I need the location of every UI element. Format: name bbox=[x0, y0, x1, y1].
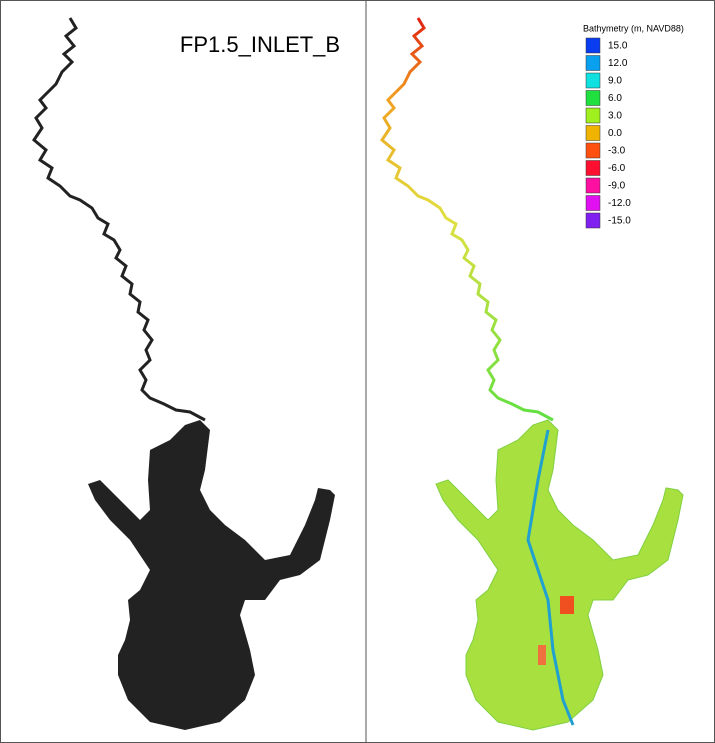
legend-label: 9.0 bbox=[608, 76, 622, 87]
legend-label: 12.0 bbox=[608, 58, 628, 69]
mesh-map bbox=[34, 18, 335, 730]
map-figure: FP1.5_INLET_B Bathymetry (m, NAVD88) 15.… bbox=[0, 0, 715, 743]
legend-swatch bbox=[586, 196, 600, 211]
figure: FP1.5_INLET_B Bathymetry (m, NAVD88) 15.… bbox=[0, 0, 715, 743]
legend-swatch bbox=[586, 161, 600, 176]
legend-swatch bbox=[586, 126, 600, 141]
legend-label: 15.0 bbox=[608, 41, 628, 52]
legend-label: -12.0 bbox=[608, 198, 631, 209]
legend-swatch bbox=[586, 178, 600, 193]
legend-swatch bbox=[586, 56, 600, 71]
legend-swatch bbox=[586, 73, 600, 88]
legend-label: -9.0 bbox=[608, 181, 626, 192]
legend-title: Bathymetry (m, NAVD88) bbox=[583, 23, 684, 33]
legend-label: -15.0 bbox=[608, 216, 631, 227]
legend-label: 0.0 bbox=[608, 128, 622, 139]
legend: Bathymetry (m, NAVD88) 15.0 12.0 9.0 6.0 3.0… bbox=[580, 20, 710, 230]
legend-swatch bbox=[586, 213, 600, 228]
legend-swatch bbox=[586, 38, 600, 53]
figure-title: FP1.5_INLET_B bbox=[180, 32, 340, 57]
legend-label: 6.0 bbox=[608, 93, 622, 104]
legend-swatch bbox=[586, 143, 600, 158]
legend-label: -3.0 bbox=[608, 146, 626, 157]
legend-swatch bbox=[586, 91, 600, 106]
legend-swatch bbox=[586, 108, 600, 123]
legend-label: 3.0 bbox=[608, 111, 622, 122]
legend-label: -6.0 bbox=[608, 163, 626, 174]
